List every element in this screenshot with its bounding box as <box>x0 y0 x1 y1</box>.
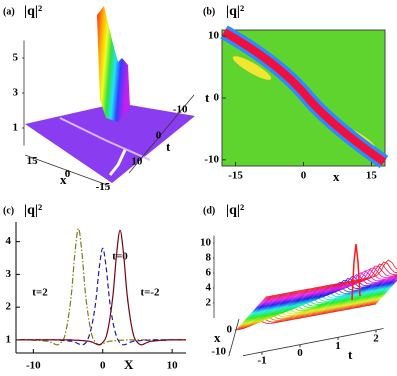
tick-label: 10 <box>200 237 212 249</box>
waterfall-line <box>243 295 384 323</box>
axis-line <box>228 318 240 357</box>
chart-title: |q|² <box>226 203 244 218</box>
y-axis-label: t <box>348 347 353 362</box>
waterfall-line <box>244 294 385 322</box>
tick-label: 1 <box>335 340 341 352</box>
surface-ridge <box>59 117 151 161</box>
tick-mark <box>138 159 141 162</box>
series-label: t=-2 <box>140 287 160 299</box>
surface-peak <box>97 6 130 122</box>
waterfall-line <box>265 259 397 298</box>
x-axis-label: x <box>60 172 67 187</box>
x-axis-label: x <box>214 330 221 345</box>
tick-label: 0 <box>156 130 162 142</box>
y-tick-label: 2 <box>6 301 12 313</box>
heatmap-band <box>222 28 387 166</box>
tick-label: 4 <box>206 282 212 294</box>
chart-title: |q|² <box>226 4 244 19</box>
tick-label: 15 <box>27 155 39 167</box>
waterfall-line <box>244 293 386 321</box>
waterfall-line <box>257 276 397 307</box>
y-axis-label: t <box>205 90 210 105</box>
tick-label: 3 <box>13 87 19 99</box>
waterfall-line <box>260 270 397 304</box>
tick-label: 8 <box>206 252 212 264</box>
tick-label: 10 <box>131 156 143 168</box>
waterfall-peak <box>351 243 361 301</box>
x-axis-label: x <box>333 169 340 184</box>
waterfall-line <box>240 298 381 326</box>
waterfall-line <box>258 274 397 306</box>
panel-label: (b) <box>203 6 215 17</box>
heatmap-plot <box>220 25 389 169</box>
waterfall-line <box>264 261 397 299</box>
waterfall-line <box>245 292 386 320</box>
waterfall-plot <box>235 243 397 331</box>
y-tick-label: 4 <box>6 235 12 247</box>
x-tick-label: 0 <box>301 170 307 182</box>
y-tick-label: 3 <box>6 268 12 280</box>
waterfall-line <box>254 281 395 310</box>
y-tick-label: 0 <box>214 92 220 104</box>
x-axis-label: X <box>124 357 134 372</box>
waterfall-line <box>242 296 383 324</box>
panel-label: (d) <box>203 205 215 216</box>
axis-line <box>242 328 384 357</box>
series-label: t=0 <box>112 251 128 263</box>
waterfall-line <box>255 280 396 309</box>
tick-label: 0 <box>65 168 71 180</box>
surface-plot <box>25 6 195 183</box>
series-line <box>19 229 186 346</box>
panel-label: (c) <box>3 205 14 216</box>
tick-label: -15 <box>96 181 111 193</box>
heatmap-lobe <box>232 56 272 80</box>
y-axis-label: t <box>166 139 171 154</box>
x-tick-label: 0 <box>100 360 106 372</box>
panel-label: (a) <box>3 6 15 17</box>
chart-title: |q|² <box>24 203 42 218</box>
x-tick-label: 15 <box>366 170 378 182</box>
waterfall-line <box>247 290 388 318</box>
waterfall-line <box>253 283 395 311</box>
tick-label: 6 <box>206 267 212 279</box>
tick-label: 2 <box>206 297 212 309</box>
waterfall-line <box>256 278 397 308</box>
waterfall-line <box>263 263 397 300</box>
x-tick-label: -15 <box>228 170 243 182</box>
tick-label: -1 <box>257 355 266 367</box>
y-tick-label: -10 <box>204 153 219 165</box>
waterfall-line <box>261 268 397 303</box>
tick-mark <box>181 107 184 110</box>
tick-mark <box>160 133 162 136</box>
waterfall-line <box>241 297 382 325</box>
tick-label: 0 <box>297 347 303 359</box>
tick-label: 5 <box>13 52 19 64</box>
y-tick-label: 1 <box>6 333 12 345</box>
x-tick-label: -10 <box>26 360 41 372</box>
tick-label: 2 <box>373 333 379 345</box>
chart-title: |q|² <box>24 4 42 19</box>
surface-ridge <box>108 149 127 176</box>
tick-label: 1 <box>13 122 19 134</box>
tick-label: 0 <box>227 324 233 336</box>
y-tick-label: 10 <box>208 30 220 42</box>
waterfall-line <box>259 272 397 305</box>
tick-label: -10 <box>173 104 188 116</box>
series-label: t=2 <box>32 287 48 299</box>
tick-label: -10 <box>211 346 226 358</box>
x-tick-label: 10 <box>167 360 179 372</box>
waterfall-line <box>246 291 387 319</box>
